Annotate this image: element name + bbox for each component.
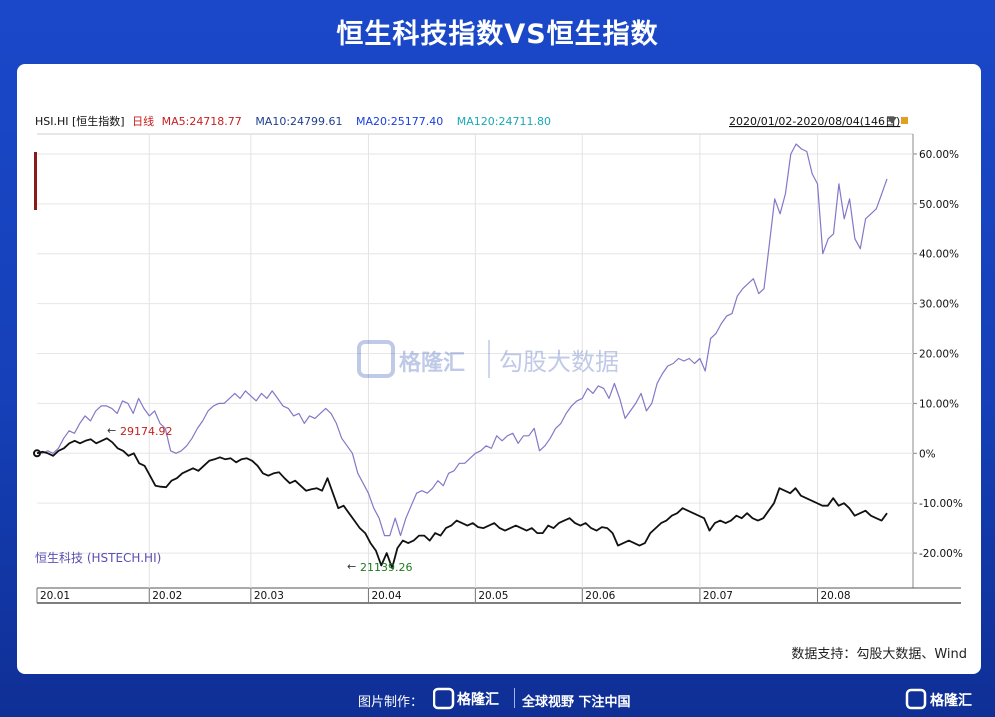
footer-made-by: 图片制作：	[358, 695, 424, 710]
y-tick-label: 40.00%	[919, 249, 959, 261]
legend-ma5: MA5:24718.77	[162, 115, 242, 128]
corner-logo-text: 格隆汇	[930, 692, 972, 709]
source-note: 数据支持：勾股大数据、Wind	[791, 647, 967, 662]
legend-text: HSI.HI [恒生指数] 日线 MA5:24718.77 MA10:24799…	[35, 114, 551, 128]
series-label-hstech: 恒生科技 (HSTECH.HI)	[35, 551, 161, 565]
page-title: 恒生科技指数VS恒生指数	[336, 19, 659, 50]
x-tick-labels: 20.01 20.02 20.03 20.04 20.05 20.06 20.07 20.08	[40, 590, 851, 602]
x-tick-label: 20.05	[478, 590, 508, 602]
lock-icon[interactable]	[901, 117, 908, 124]
start-point-marker	[33, 449, 41, 458]
y-tick-label: -20.00%	[919, 548, 963, 560]
legend-ma10: MA10:24799.61	[255, 115, 342, 128]
legend-ma20: MA20:25177.40	[356, 115, 443, 128]
x-tick-label: 20.06	[585, 590, 615, 602]
y-tick-label: 0%	[919, 448, 936, 460]
y-tick-label: 20.00%	[919, 349, 959, 361]
x-tick-label: 20.02	[152, 590, 182, 602]
dropdown-triangle-icon[interactable]	[887, 117, 897, 124]
series-line-hstech	[37, 143, 888, 537]
x-tick-label: 20.07	[703, 590, 733, 602]
high-annotation: 29174.92	[120, 425, 173, 438]
footer-logo-text: 格隆汇	[457, 691, 499, 708]
chart: HSI.HI [恒生指数] 日线 MA5:24718.77 MA10:24799…	[33, 114, 963, 604]
footer-logo-icon	[433, 687, 455, 710]
legend-index: HSI.HI [恒生指数]	[35, 114, 125, 128]
low-annotation: 21139.26	[360, 561, 413, 574]
corner-logo-icon	[905, 688, 927, 710]
series-lines	[33, 143, 888, 569]
left-marker-bar	[34, 152, 37, 210]
footer-logo: 格隆汇	[433, 687, 499, 710]
watermark-right: 勾股大数据	[499, 348, 619, 376]
y-tick-label: 50.00%	[919, 199, 959, 211]
footer: 图片制作： 格隆汇 全球视野 下注中国	[0, 684, 995, 714]
corner-logo: 格隆汇	[905, 688, 972, 710]
chart-card: HSI.HI [恒生指数] 日线 MA5:24718.77 MA10:24799…	[17, 64, 981, 674]
watermark: 格隆汇 勾股大数据	[357, 340, 619, 378]
low-arrow: ←	[347, 560, 356, 573]
series-line-hsi	[36, 437, 888, 569]
watermark-logo-icon	[357, 340, 395, 378]
grid	[36, 134, 917, 603]
x-tick-label: 20.08	[821, 590, 851, 602]
y-tick-label: 60.00%	[919, 149, 959, 161]
footer-slogan: 全球视野 下注中国	[522, 695, 631, 710]
high-arrow: ←	[107, 424, 116, 437]
x-tick-label: 20.03	[254, 590, 284, 602]
x-tick-label: 20.01	[40, 590, 70, 602]
y-tick-labels: 60.00% 50.00% 40.00% 30.00% 20.00% 10.00% 0% -1…	[919, 149, 963, 560]
x-tick-label: 20.04	[371, 590, 401, 602]
legend-period: 日线	[132, 114, 154, 128]
watermark-left: 格隆汇	[399, 350, 465, 376]
footer-separator	[514, 688, 515, 708]
legend-ma120: MA120:24711.80	[457, 115, 551, 128]
date-range[interactable]: 2020/01/02-2020/08/04(146日)	[729, 115, 900, 128]
y-tick-label: -10.00%	[919, 498, 963, 510]
y-tick-label: 10.00%	[919, 398, 959, 410]
y-tick-label: 30.00%	[919, 299, 959, 311]
